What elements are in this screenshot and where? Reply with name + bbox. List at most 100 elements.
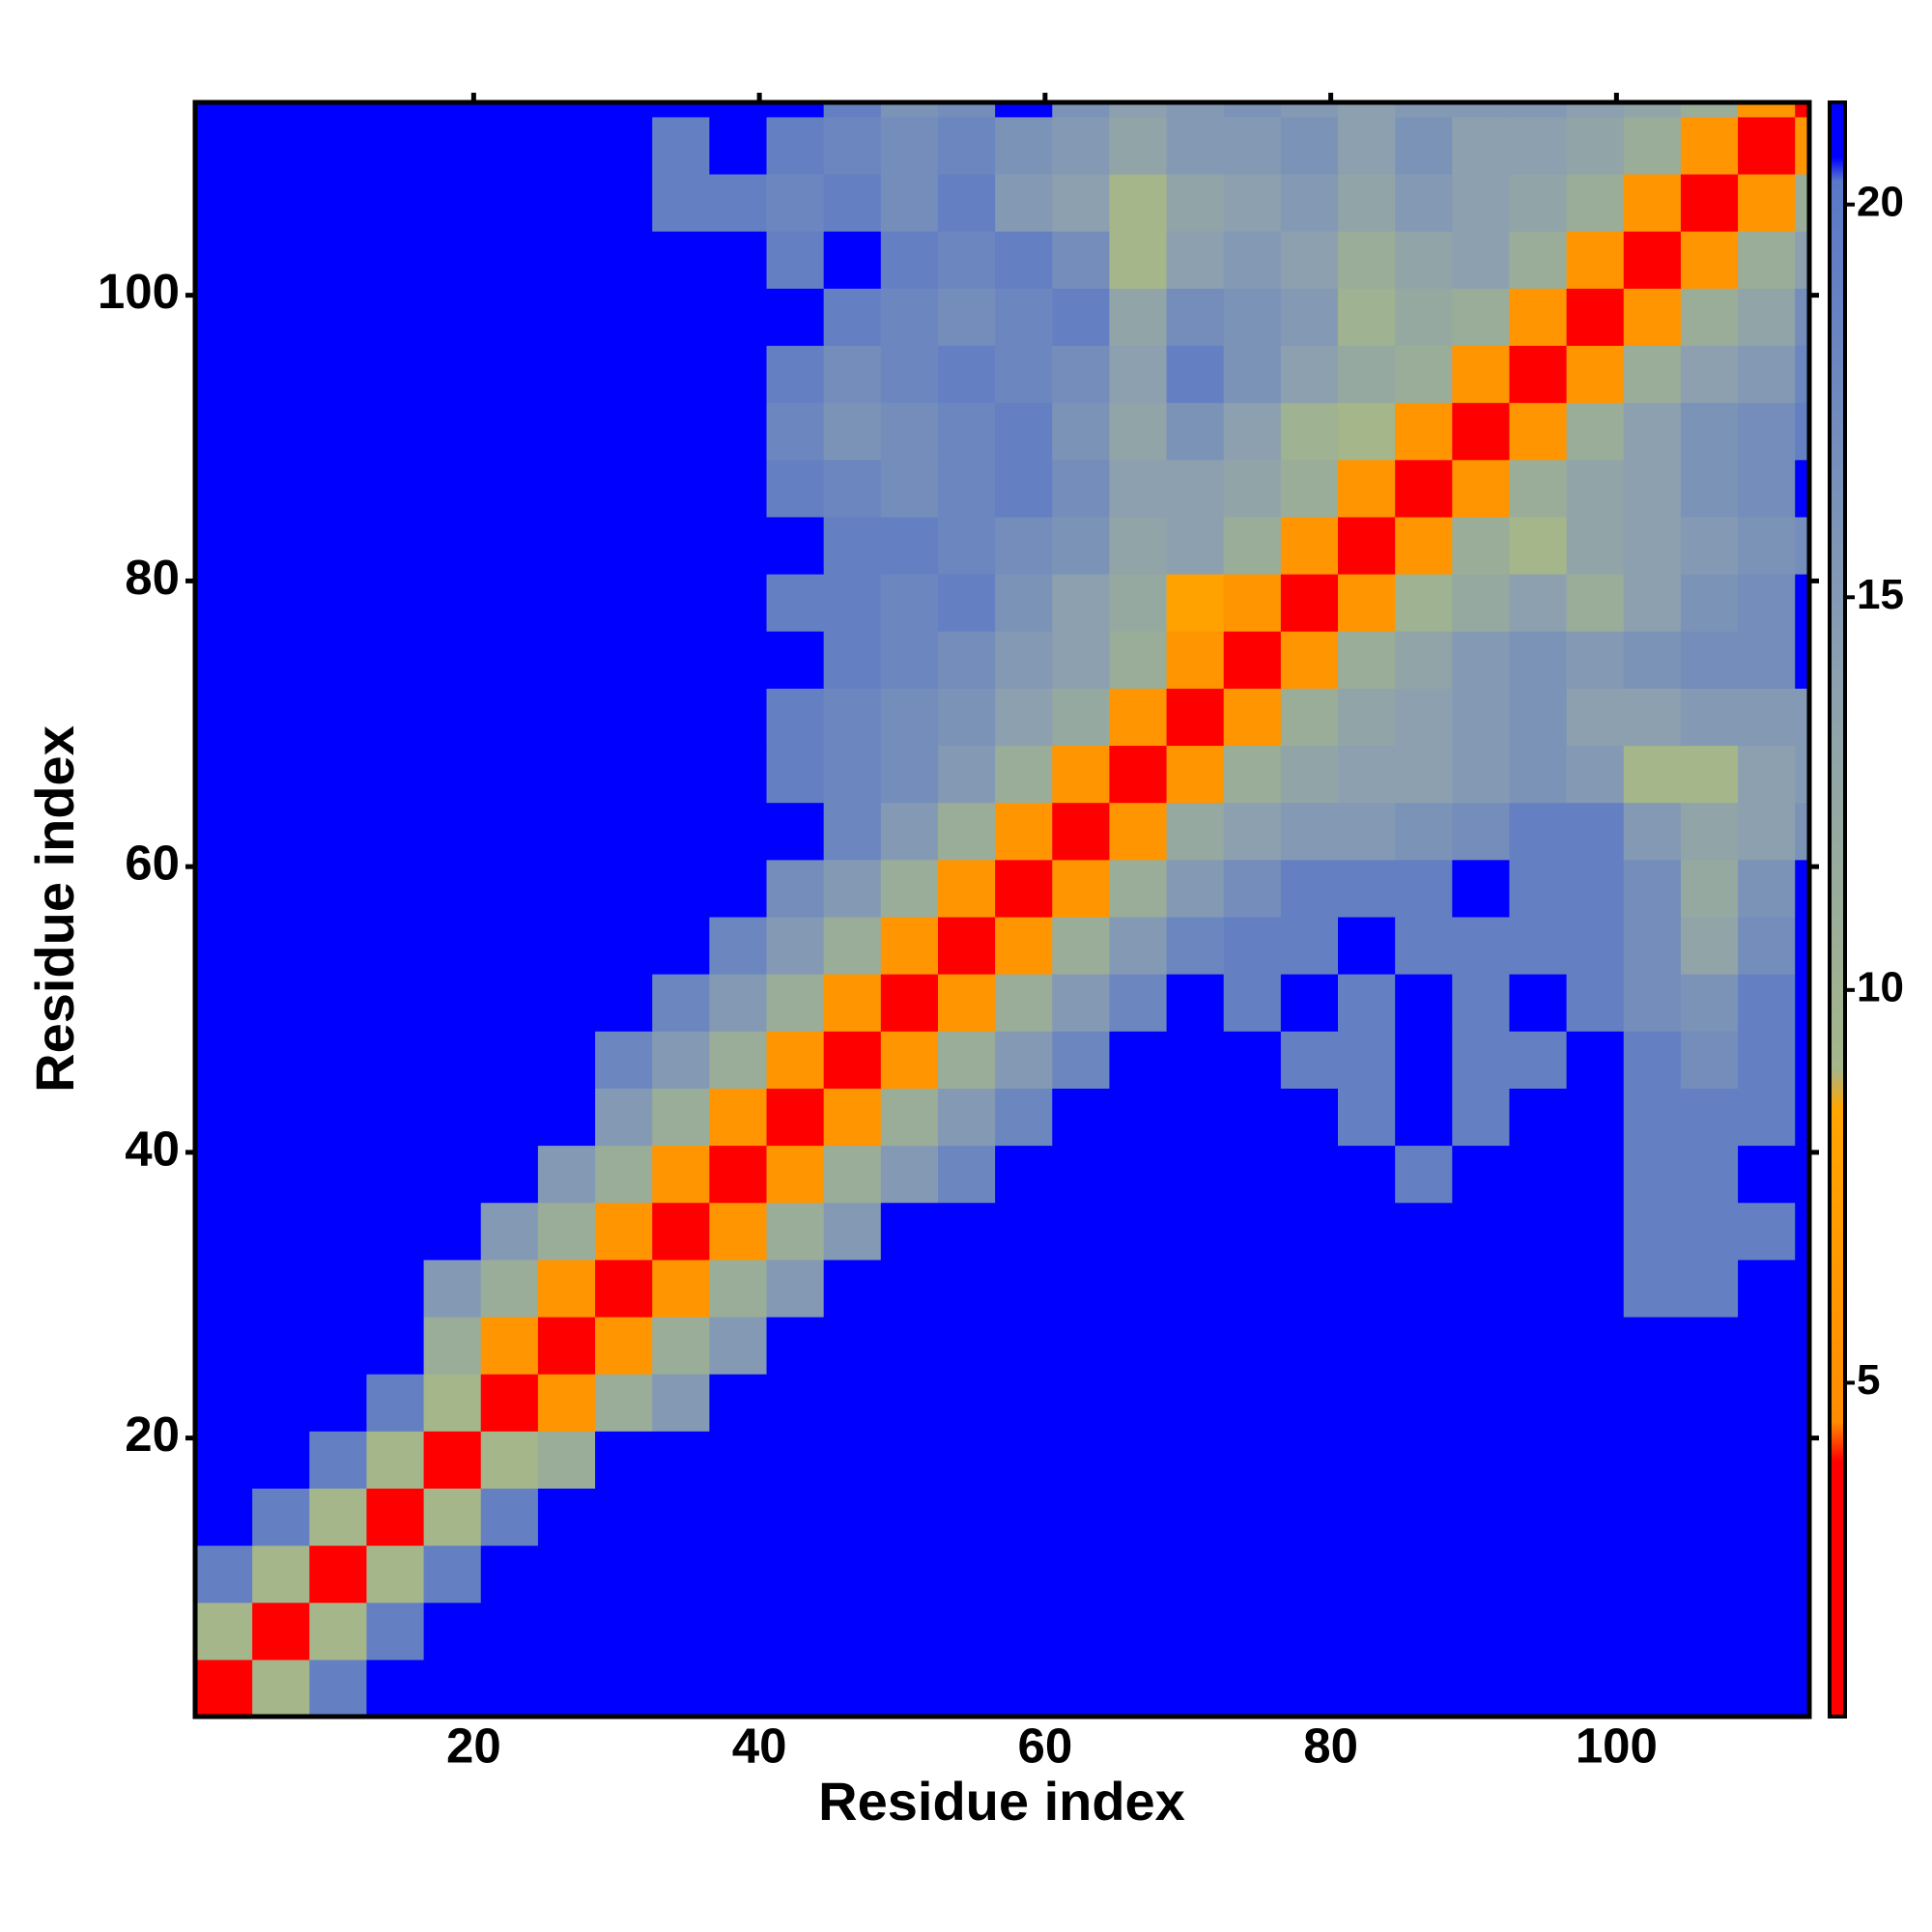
heatmap-cell [1052,1659,1111,1717]
heatmap-cell [595,573,653,632]
heatmap-cell [1566,1145,1625,1204]
heatmap-cell [252,173,310,232]
heatmap-cell [937,631,996,689]
heatmap-cell [1738,1431,1796,1489]
y-tick-label: 60 [125,836,180,891]
heatmap-cell [1452,1088,1511,1147]
heatmap-cell [1109,1602,1168,1661]
heatmap-cell [366,1088,425,1147]
heatmap-cell [1280,1488,1339,1547]
heatmap-cell [252,345,310,404]
heatmap-cell [309,688,368,747]
heatmap-cell [709,102,768,118]
heatmap-cell [1109,116,1168,175]
heatmap-cell [309,1031,368,1089]
heatmap-cell [1452,916,1511,975]
heatmap-cell [1623,573,1682,632]
heatmap-cell [995,974,1053,1032]
heatmap-cell [1280,402,1339,461]
heatmap-cell [252,231,310,289]
heatmap-cell [1166,859,1225,918]
heatmap-cell [995,1545,1053,1604]
heatmap-cell [709,1488,768,1547]
heatmap-cell [1280,1602,1339,1661]
heatmap-cell [252,516,310,575]
heatmap-cell [309,1145,368,1204]
heatmap-cell [652,573,710,632]
heatmap-cell [1166,745,1225,804]
heatmap-cell [880,1145,939,1204]
heatmap-cell [537,1488,596,1547]
heatmap-cell [1452,516,1511,575]
heatmap-cell [1795,916,1809,975]
heatmap-cell [1509,1488,1568,1547]
heatmap-cell [309,916,368,975]
heatmap-cell [1566,631,1625,689]
heatmap-cell [709,688,768,747]
heatmap-cell [1738,231,1796,289]
heatmap-cell [366,1202,425,1261]
heatmap-cell [766,1316,825,1375]
heatmap-cell [1623,1488,1682,1547]
heatmap-cell [995,459,1053,518]
x-tick-label: 80 [1303,1718,1358,1773]
heatmap-cell [537,688,596,747]
heatmap-cell [480,402,539,461]
heatmap-cell [1223,573,1282,632]
heatmap-cell [195,402,253,461]
heatmap-cell [1509,1259,1568,1318]
heatmap-cell [1166,916,1225,975]
heatmap-cell [480,1031,539,1089]
heatmap-cell [1338,1659,1396,1717]
heatmap-cell [195,1145,253,1204]
heatmap-cell [1680,459,1739,518]
heatmap-cell [937,1488,996,1547]
heatmap-cell [595,1602,653,1661]
heatmap-cell [1738,1031,1796,1089]
heatmap-cell [1223,974,1282,1032]
heatmap-cell [823,1202,882,1261]
heatmap-cell [937,1145,996,1204]
heatmap-cell [1452,402,1511,461]
heatmap-cell [1738,1374,1796,1432]
heatmap-cell [309,1431,368,1489]
heatmap-cell [595,631,653,689]
heatmap-cell [1338,1602,1396,1661]
heatmap-cell [880,1374,939,1432]
heatmap-cell [1052,1316,1111,1375]
heatmap-cell [1395,1145,1453,1204]
heatmap-cell [309,345,368,404]
heatmap-cell [766,1259,825,1318]
heatmap-cell [537,459,596,518]
heatmap-cell [1109,688,1168,747]
heatmap-cell [366,231,425,289]
heatmap-cell [995,102,1053,118]
heatmap-cell [1338,402,1396,461]
heatmap-cell [1680,1374,1739,1432]
heatmap-cell [595,288,653,346]
heatmap-cell [823,1259,882,1318]
heatmap-cell [1338,345,1396,404]
heatmap-cell [1395,688,1453,747]
heatmap-cell [423,1031,482,1089]
heatmap-cell [937,173,996,232]
heatmap-cell [537,345,596,404]
heatmap-cell [423,573,482,632]
heatmap-cell [423,1088,482,1147]
heatmap-cell [709,974,768,1032]
heatmap-cell [652,1316,710,1375]
heatmap-cell [480,1316,539,1375]
heatmap-cell [595,1659,653,1717]
heatmap-cell [709,1545,768,1604]
heatmap-cell [1795,688,1809,747]
heatmap-cell [652,1145,710,1204]
heatmap-cell [1680,1316,1739,1375]
heatmap-cell [1052,1031,1111,1089]
heatmap-cell [937,1602,996,1661]
heatmap-cell [880,1659,939,1717]
heatmap-cell [595,859,653,918]
heatmap-cell [423,631,482,689]
heatmap-cell [1680,859,1739,918]
heatmap-cell [1052,1545,1111,1604]
heatmap-cell [1052,288,1111,346]
